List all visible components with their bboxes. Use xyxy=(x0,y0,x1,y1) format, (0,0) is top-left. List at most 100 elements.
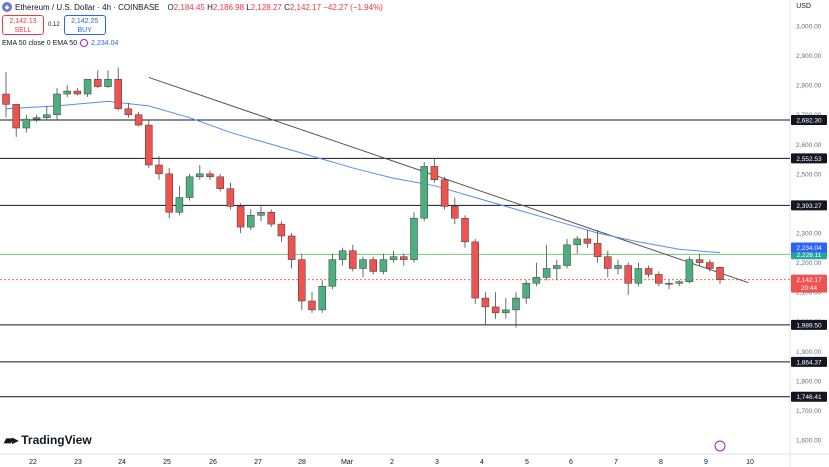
candle-body xyxy=(389,256,398,260)
candle-body xyxy=(440,179,449,207)
candle-body xyxy=(481,297,490,308)
x-tick-label: 7 xyxy=(614,459,618,466)
candle-body xyxy=(236,206,245,228)
brand-name: TradingView xyxy=(21,433,92,447)
open-value: 2,184.45 xyxy=(173,2,205,12)
y-tick-label: 1,900.00 xyxy=(796,349,822,356)
ema50-line xyxy=(5,100,721,254)
level-label: 2,552.53 xyxy=(796,156,822,163)
candle-body xyxy=(563,244,571,266)
tradingview-logo: ▰▸ TradingView xyxy=(4,433,92,447)
candle-body xyxy=(716,267,724,280)
tradingview-mark-icon: ▰▸ xyxy=(4,433,18,447)
candle-body xyxy=(614,265,622,269)
buy-button[interactable]: 2,142.25 BUY xyxy=(63,15,106,35)
level-badge xyxy=(791,319,827,330)
candle-body xyxy=(665,283,673,285)
candle-body xyxy=(43,114,51,118)
x-tick-label: 28 xyxy=(298,459,306,466)
candle-body xyxy=(63,90,71,95)
currency-label: USD xyxy=(796,3,811,10)
candle-body xyxy=(206,173,214,178)
candle-body xyxy=(634,268,643,284)
sell-button[interactable]: 2,142.13 SELL xyxy=(2,15,44,35)
candle-body xyxy=(604,256,612,269)
x-tick-label: 24 xyxy=(118,459,126,466)
indicator-settings-icon[interactable] xyxy=(80,39,89,47)
candle-body xyxy=(94,78,102,87)
candle-body xyxy=(124,108,133,115)
symbol-title[interactable]: Ethereum / U.S. Dollar · 4h · COINBASE xyxy=(15,2,160,12)
last-price-label: 2,142.17 xyxy=(796,277,822,284)
candle-body xyxy=(155,164,163,175)
ema-badge-label: 2,234.04 xyxy=(796,245,822,252)
close-value: 2,142.17 xyxy=(289,2,322,12)
y-tick-label: 2,300.00 xyxy=(796,231,822,238)
level-badge xyxy=(791,356,827,367)
candle-body xyxy=(379,259,388,272)
candle-body xyxy=(83,78,92,95)
candle-body xyxy=(522,283,530,299)
candle-body xyxy=(338,250,347,260)
candle-body xyxy=(267,212,275,225)
candle-body xyxy=(410,217,418,260)
candle-body xyxy=(583,238,592,244)
low-value: 2,128.27 xyxy=(250,2,282,12)
ema-value: 2,234.04 xyxy=(91,39,119,47)
candle-body xyxy=(196,173,204,178)
candle-body xyxy=(226,188,235,207)
change-value: −42.27 (−1.94%) xyxy=(323,2,383,12)
x-tick-label: 22 xyxy=(29,459,37,466)
candle-body xyxy=(512,297,520,311)
candle-body xyxy=(400,256,408,260)
bar-countdown-label: 20:44 xyxy=(801,285,818,292)
level-badge xyxy=(791,153,827,164)
candle-body xyxy=(553,265,561,269)
x-tick-label: 23 xyxy=(74,459,82,466)
candle-body xyxy=(420,166,428,219)
candle-body xyxy=(542,268,551,278)
y-tick-label: 2,100.00 xyxy=(796,290,822,297)
x-tick-label: 9 xyxy=(704,459,708,466)
x-tick-label: 5 xyxy=(525,459,529,466)
y-tick-label: 1,600.00 xyxy=(796,438,822,445)
candle-body xyxy=(685,259,694,283)
candle-body xyxy=(247,215,255,228)
candle-body xyxy=(328,259,337,287)
candle-body xyxy=(277,223,286,237)
level-label: 2,682.30 xyxy=(796,117,822,124)
candle-body xyxy=(53,93,61,115)
spread-value: 0.12 xyxy=(48,22,60,28)
candle-body xyxy=(461,217,469,243)
candle-body xyxy=(134,114,143,126)
ema-legend[interactable]: EMA 50 close 0 EMA 50 2,234.04 xyxy=(2,39,118,47)
x-tick-label: 3 xyxy=(435,459,439,466)
candle-body xyxy=(532,277,541,284)
candle-body xyxy=(491,306,500,314)
last-price-badge xyxy=(791,274,827,293)
level-badge xyxy=(791,200,827,211)
candle-body xyxy=(287,235,296,260)
ethereum-logo-icon: ◆ xyxy=(2,2,12,12)
level-label: 1,864.37 xyxy=(796,359,822,366)
x-tick-label: 4 xyxy=(480,459,484,466)
x-tick-label: Mar xyxy=(341,459,354,466)
y-tick-label: 2,800.00 xyxy=(796,83,822,90)
event-icon xyxy=(714,440,726,452)
y-tick-label: 2,900.00 xyxy=(796,53,822,60)
candle-body xyxy=(185,176,194,198)
x-tick-label: 6 xyxy=(569,459,573,466)
candle-body xyxy=(675,281,683,284)
level-label: 1,989.50 xyxy=(796,322,822,329)
candle-body xyxy=(359,259,367,269)
candle-body xyxy=(114,78,122,110)
high-value: 2,186.98 xyxy=(212,2,245,12)
candle-body xyxy=(298,259,306,302)
candle-body xyxy=(369,259,377,272)
y-tick-label: 2,500.00 xyxy=(796,171,822,178)
ema-badge xyxy=(791,242,827,253)
y-tick-label: 2,200.00 xyxy=(796,260,822,267)
x-tick-label: 10 xyxy=(746,459,754,466)
y-tick-label: 2,600.00 xyxy=(796,142,822,149)
